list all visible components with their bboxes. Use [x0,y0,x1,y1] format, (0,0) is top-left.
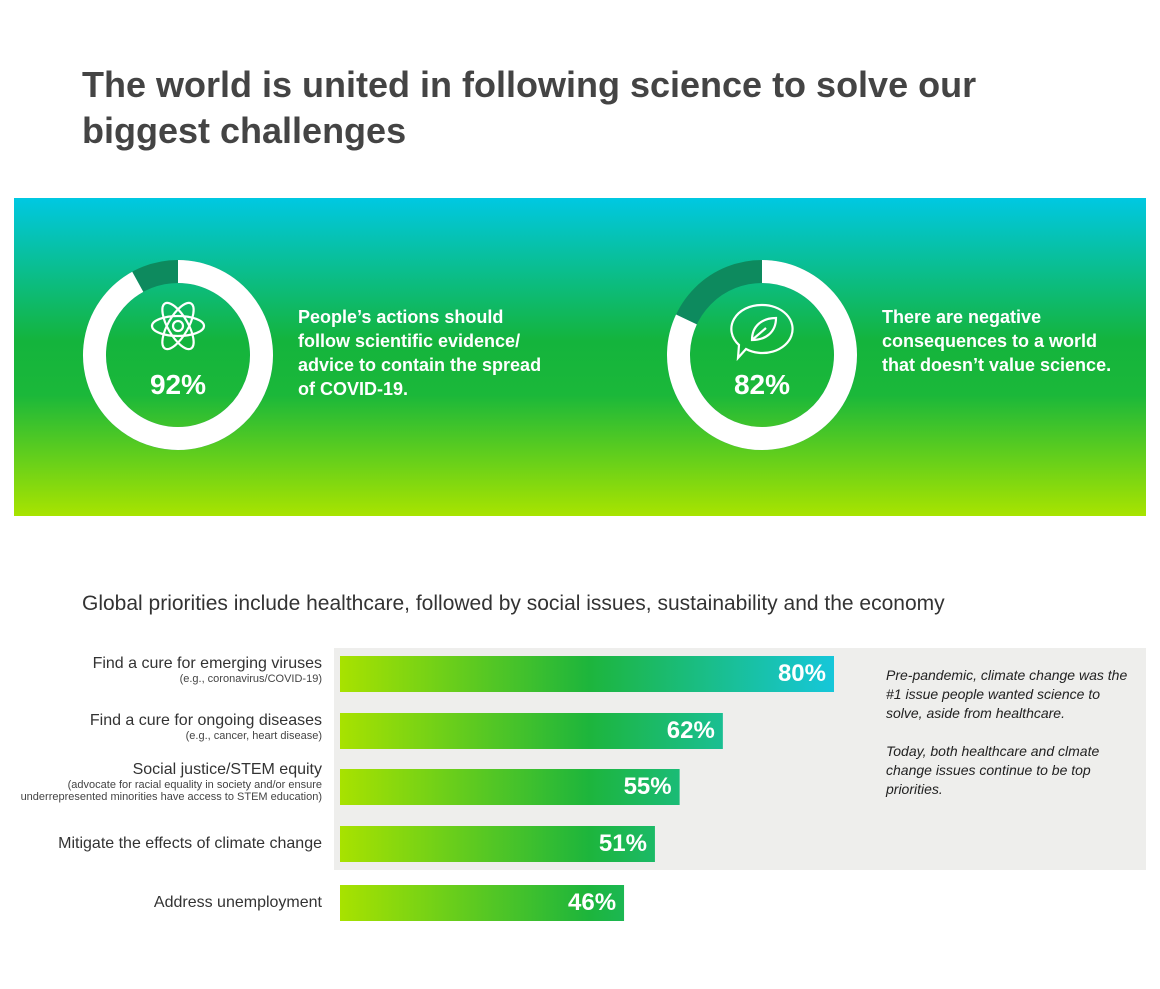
annotations: Pre-pandemic, climate change was the #1 … [886,666,1131,818]
bar-value-label: 46% [568,889,617,916]
atom-icon [150,301,206,351]
annotation: Today, both healthcare and clmate change… [886,743,1100,797]
donut-caption: There are negative consequences to a wor… [882,307,1112,375]
bar-value-label: 80% [777,660,826,687]
donut-value-label: 92% [149,369,207,400]
category-name: Mitigate the effects of climate change [58,835,322,852]
chart-title: Global priorities include healthcare, fo… [82,592,945,615]
donut-caption: People’s actions should follow scientifi… [298,307,542,399]
icons [150,301,794,362]
leaf-bubble-icon [730,303,794,362]
bar [340,769,680,805]
bar [340,826,655,862]
category-note: (e.g., cancer, heart disease) [185,730,322,742]
bar-value-label: 62% [666,717,715,744]
bar-value-label: 55% [623,773,672,800]
category-label: Mitigate the effects of climate change [0,835,322,853]
bar [340,656,834,692]
category-label: Find a cure for emerging viruses (e.g., c… [0,655,322,685]
category-name: Social justice/STEM equity [132,761,322,778]
category-name: Address unemployment [153,894,322,911]
bar-value-label: 51% [598,830,647,857]
banner [14,198,1146,516]
donut-arc [83,260,273,450]
category-name: Find a cure for ongoing diseases [89,712,322,729]
category-note: (advocate for racial equality in society… [20,779,322,803]
category-label: Social justice/STEM equity (advocate for … [0,761,322,803]
donut-arc [667,260,857,450]
chart-layer [83,260,857,921]
donut-value-label: 82% [733,369,791,400]
page-title: The world is united in following science… [82,64,977,151]
category-label: Find a cure for ongoing diseases (e.g., c… [0,712,322,742]
category-label: Address unemployment [0,894,322,912]
bar [340,885,625,921]
category-name: Find a cure for emerging viruses [92,655,322,672]
bar [340,713,723,749]
annotation: Pre-pandemic, climate change was the #1 … [886,667,1128,721]
category-note: (e.g., coronavirus/COVID-19) [179,673,322,685]
